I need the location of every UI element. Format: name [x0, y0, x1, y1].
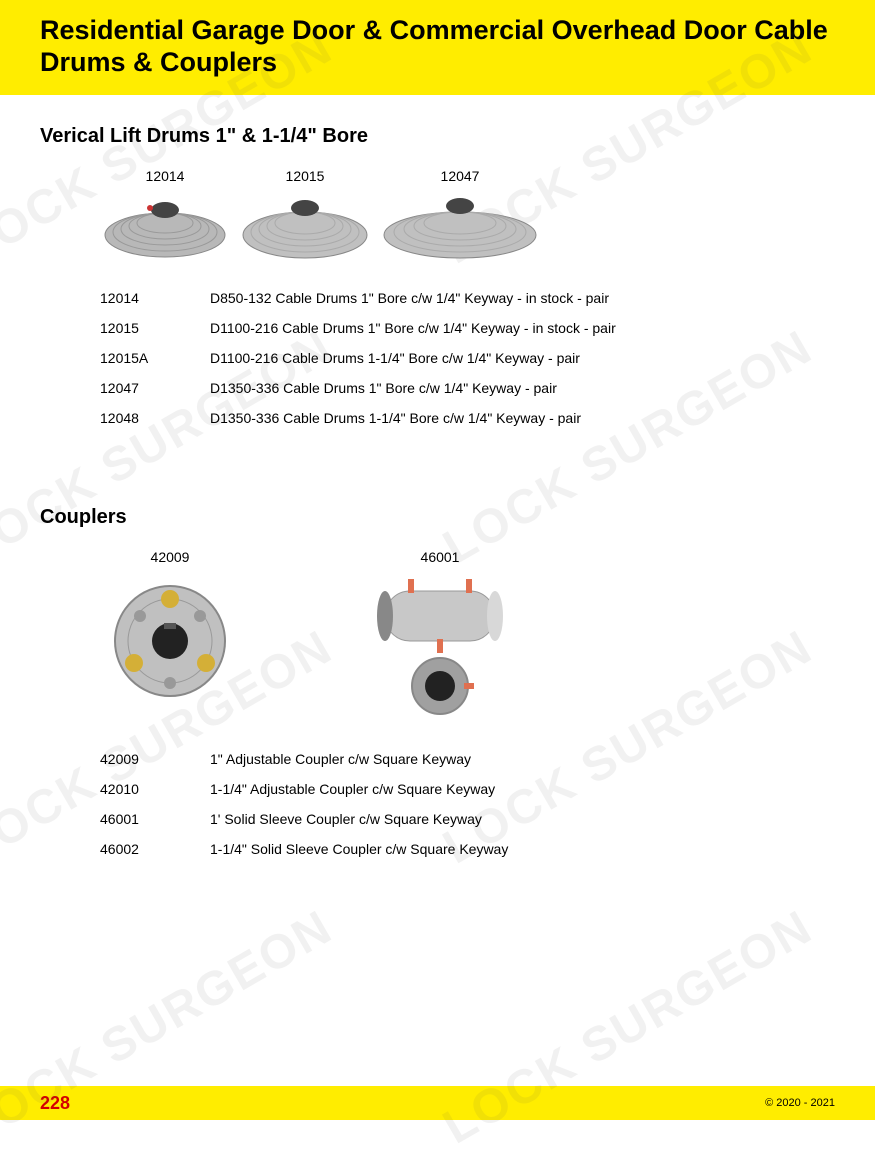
- table-row: 42009 1" Adjustable Coupler c/w Square K…: [100, 751, 835, 767]
- drum-table: 12014 D850-132 Cable Drums 1" Bore c/w 1…: [100, 290, 835, 426]
- coupler-table: 42009 1" Adjustable Coupler c/w Square K…: [100, 751, 835, 857]
- coupler-image-group: 46001: [360, 549, 520, 721]
- section-heading-couplers: Couplers: [40, 506, 835, 529]
- desc-cell: 1' Solid Sleeve Coupler c/w Square Keywa…: [210, 811, 835, 827]
- drum-icon: [380, 190, 540, 260]
- table-row: 12014 D850-132 Cable Drums 1" Bore c/w 1…: [100, 290, 835, 306]
- table-row: 42010 1-1/4" Adjustable Coupler c/w Squa…: [100, 781, 835, 797]
- content-area: Verical Lift Drums 1" & 1-1/4" Bore 1201…: [0, 95, 875, 857]
- sku-cell: 46002: [100, 841, 210, 857]
- desc-cell: D1350-336 Cable Drums 1-1/4" Bore c/w 1/…: [210, 410, 835, 426]
- coupler-images-row: 42009 46: [100, 549, 835, 721]
- section-drums: Verical Lift Drums 1" & 1-1/4" Bore 1201…: [40, 125, 835, 426]
- table-row: 12015A D1100-216 Cable Drums 1-1/4" Bore…: [100, 350, 835, 366]
- drum-images-row: 12014 12015: [100, 168, 835, 260]
- table-row: 46001 1' Solid Sleeve Coupler c/w Square…: [100, 811, 835, 827]
- sku-cell: 12015A: [100, 350, 210, 366]
- desc-cell: 1-1/4" Adjustable Coupler c/w Square Key…: [210, 781, 835, 797]
- coupler-image-label: 46001: [421, 549, 460, 565]
- desc-cell: D1100-216 Cable Drums 1" Bore c/w 1/4" K…: [210, 320, 835, 336]
- desc-cell: D1350-336 Cable Drums 1" Bore c/w 1/4" K…: [210, 380, 835, 396]
- desc-cell: 1" Adjustable Coupler c/w Square Keyway: [210, 751, 835, 767]
- table-row: 12047 D1350-336 Cable Drums 1" Bore c/w …: [100, 380, 835, 396]
- desc-cell: D850-132 Cable Drums 1" Bore c/w 1/4" Ke…: [210, 290, 835, 306]
- drum-image-label: 12014: [146, 168, 185, 184]
- coupler-image-group: 42009: [100, 549, 240, 711]
- drum-image-label: 12015: [286, 168, 325, 184]
- table-row: 12048 D1350-336 Cable Drums 1-1/4" Bore …: [100, 410, 835, 426]
- sku-cell: 12048: [100, 410, 210, 426]
- sleeve-coupler-icon: [360, 571, 520, 721]
- drum-image-group: 12015: [240, 168, 370, 260]
- sku-cell: 12015: [100, 320, 210, 336]
- drum-image-group: 12047: [380, 168, 540, 260]
- sku-cell: 42010: [100, 781, 210, 797]
- section-couplers: Couplers 42009: [40, 506, 835, 857]
- desc-cell: D1100-216 Cable Drums 1-1/4" Bore c/w 1/…: [210, 350, 835, 366]
- drum-icon: [240, 190, 370, 260]
- desc-cell: 1-1/4" Solid Sleeve Coupler c/w Square K…: [210, 841, 835, 857]
- drum-image-group: 12014: [100, 168, 230, 260]
- sku-cell: 46001: [100, 811, 210, 827]
- page-title: Residential Garage Door & Commercial Ove…: [40, 14, 835, 79]
- section-heading-drums: Verical Lift Drums 1" & 1-1/4" Bore: [40, 125, 835, 148]
- drum-image-label: 12047: [441, 168, 480, 184]
- sku-cell: 12047: [100, 380, 210, 396]
- coupler-icon: [100, 571, 240, 711]
- drum-icon: [100, 190, 230, 260]
- table-row: 46002 1-1/4" Solid Sleeve Coupler c/w Sq…: [100, 841, 835, 857]
- coupler-image-label: 42009: [151, 549, 190, 565]
- page-number: 228: [40, 1093, 70, 1114]
- sku-cell: 12014: [100, 290, 210, 306]
- sku-cell: 42009: [100, 751, 210, 767]
- copyright-text: © 2020 - 2021: [765, 1097, 835, 1109]
- header-bar: Residential Garage Door & Commercial Ove…: [0, 0, 875, 95]
- table-row: 12015 D1100-216 Cable Drums 1" Bore c/w …: [100, 320, 835, 336]
- footer-bar: 228 © 2020 - 2021: [0, 1086, 875, 1120]
